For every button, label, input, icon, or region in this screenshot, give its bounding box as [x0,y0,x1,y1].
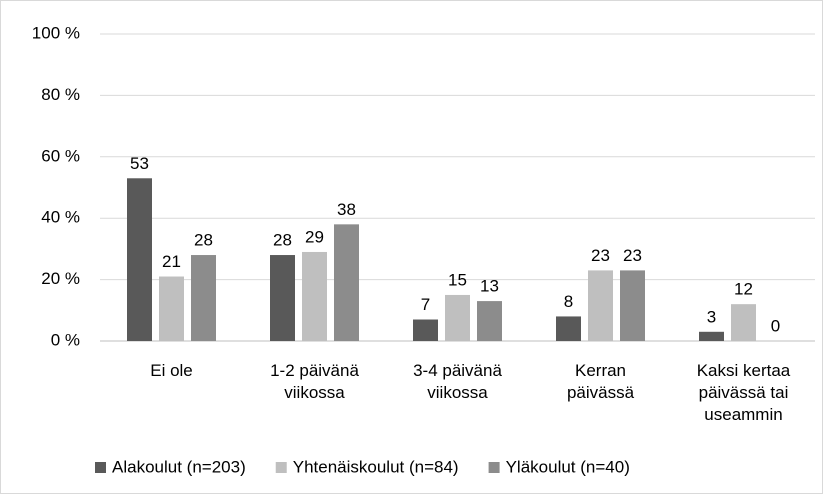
x-tick-label: Ei ole [150,361,193,380]
data-label: 7 [421,295,430,314]
data-label: 13 [480,277,499,296]
bar [588,270,613,341]
legend-label: Yhtenäiskoulut (n=84) [293,457,459,476]
data-label: 28 [194,231,213,250]
data-label: 23 [591,246,610,265]
data-label: 15 [448,270,467,289]
data-label: 28 [273,231,292,250]
x-tick-label: Kerran päivässä [566,361,635,402]
data-label: 12 [734,280,753,299]
data-label: 29 [305,227,324,246]
bar [334,224,359,341]
bar [270,255,295,341]
y-tick-label: 80 % [41,85,80,104]
bar [620,270,645,341]
legend-swatch [95,462,106,473]
data-label: 3 [707,307,716,326]
x-tick-label: 3-4 päivänä viikossa [413,361,502,402]
bar [159,276,184,341]
y-tick-label: 40 % [41,208,80,227]
y-tick-label: 0 % [51,330,80,349]
data-label: 23 [623,246,642,265]
bar [556,316,581,341]
bar [127,178,152,341]
bar [413,319,438,341]
legend-label: Alakoulut (n=203) [112,457,246,476]
x-tick-label: 1-2 päivänä viikossa [270,361,359,402]
bar [302,251,327,341]
data-label: 0 [771,316,780,335]
y-tick-label: 20 % [41,269,80,288]
bar [477,301,502,341]
bar [191,255,216,341]
legend-label: Yläkoulut (n=40) [506,457,630,476]
y-tick-label: 60 % [41,146,80,165]
data-label: 21 [162,252,181,271]
data-label: 8 [564,292,573,311]
legend-swatch [275,462,287,473]
bar [731,304,756,341]
data-label: 38 [337,200,356,219]
x-tick-label: Kaksi kertaa päivässä tai useammin [696,361,791,424]
data-label: 53 [130,154,149,173]
legend-swatch [488,462,500,473]
bar [445,294,470,341]
bar [699,331,724,341]
y-tick-label: 100 % [32,23,80,42]
